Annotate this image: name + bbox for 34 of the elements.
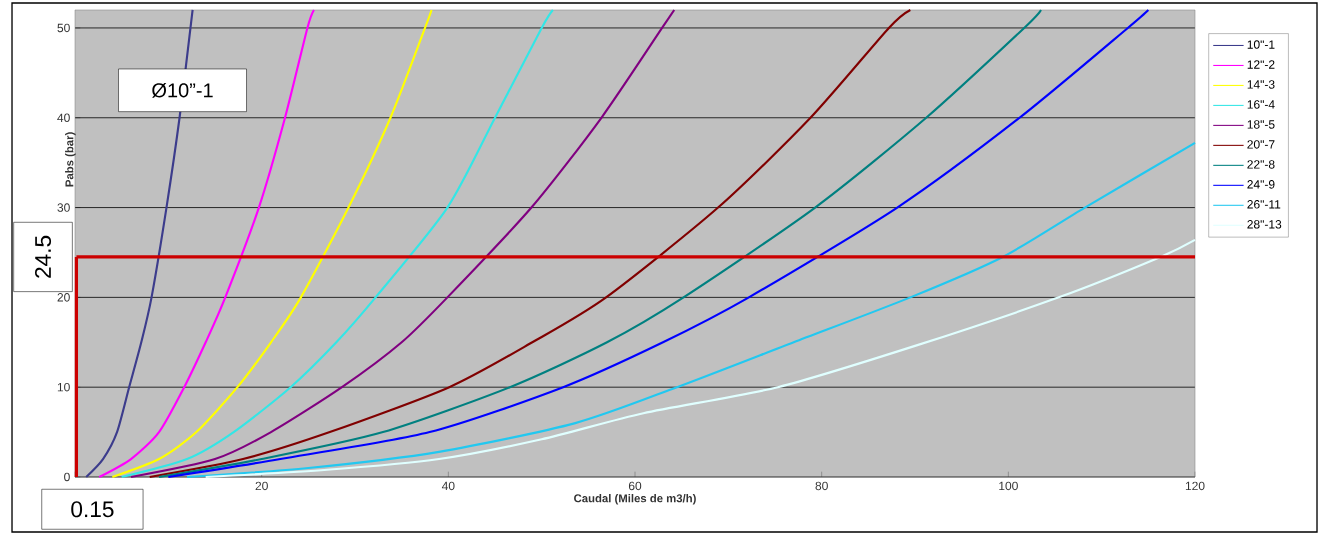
x-tick-label: 100 (999, 481, 1018, 491)
line-series (129, 8, 676, 479)
legend-label: 12"-2 (1247, 60, 1275, 69)
legend-label: 20"-7 (1247, 140, 1275, 149)
y-tick-label: 30 (57, 203, 70, 212)
legend-label: 10"-1 (1247, 40, 1275, 49)
ref-line-label: 0.15 (71, 501, 114, 518)
x-tick-label: 20 (255, 481, 268, 491)
y-tick-label: 40 (57, 113, 70, 123)
line-series (204, 238, 1197, 479)
x-tick-label: 120 (1185, 481, 1205, 491)
ref-line-label: 24.5 (34, 235, 52, 278)
line-series (185, 141, 1197, 479)
y-tick-label: 0 (64, 472, 70, 482)
legend-label: 22"-8 (1247, 160, 1275, 169)
y-tick-label: 20 (57, 293, 70, 302)
legend-label: 24"-9 (1247, 180, 1275, 189)
line-series (98, 8, 316, 479)
x-tick-label: 60 (628, 481, 642, 491)
y-tick-label: 50 (57, 23, 70, 33)
line-series (148, 8, 912, 479)
legend-label: 18"-5 (1247, 120, 1275, 129)
legend-label: 16"-4 (1247, 100, 1275, 109)
legend-label: 26"-11 (1247, 200, 1281, 209)
legend-label: 14"-3 (1247, 80, 1275, 89)
line-series (120, 8, 554, 479)
legend-label: 28"-13 (1247, 220, 1282, 229)
y-tick-label: 10 (57, 382, 70, 392)
x-tick-label: 80 (815, 481, 828, 491)
y-axis-title: Pabs (bar) (65, 132, 76, 187)
x-axis-title: Caudal (Miles de m3/h) (574, 494, 696, 505)
line-series (111, 8, 433, 479)
x-tick-label: 40 (441, 481, 455, 491)
annotation: Ø10”-1 (152, 82, 213, 98)
